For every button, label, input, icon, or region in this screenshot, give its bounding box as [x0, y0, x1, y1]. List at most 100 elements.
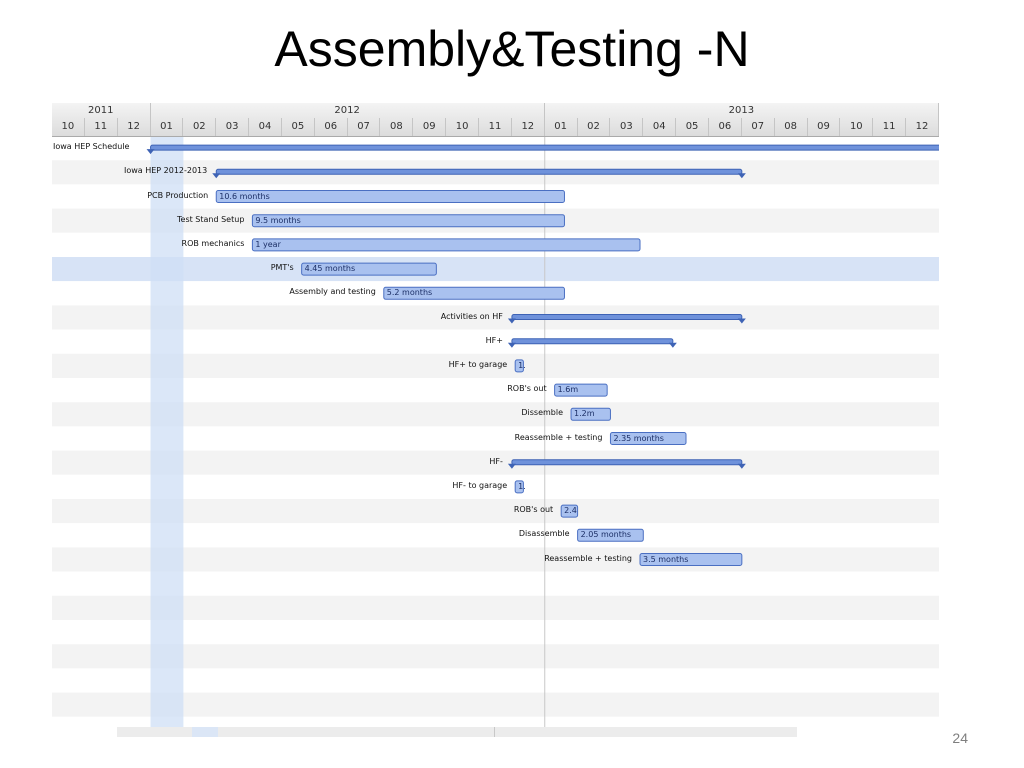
- task-label[interactable]: ROB mechanics: [181, 238, 245, 248]
- task-duration: 1.: [518, 360, 526, 370]
- task-label[interactable]: Reassemble + testing: [514, 432, 603, 442]
- task-label[interactable]: Iowa HEP Schedule: [53, 142, 130, 152]
- summary-end-marker: [507, 342, 516, 348]
- month-label: 12: [118, 118, 151, 136]
- month-label: 07: [742, 118, 775, 136]
- task-bar[interactable]: [639, 553, 743, 566]
- year-label: 2012: [151, 103, 545, 118]
- month-label: 10: [446, 118, 480, 136]
- horizontal-scrollbar[interactable]: [117, 727, 797, 737]
- month-label: 04: [643, 118, 677, 136]
- month-label: 01: [545, 118, 578, 136]
- summary-bar[interactable]: [507, 338, 677, 348]
- month-label: 04: [249, 118, 282, 136]
- grid-row: [52, 595, 939, 620]
- summary-end-marker: [507, 318, 516, 324]
- task-duration: 4.45 months: [304, 264, 356, 274]
- summary-end-marker: [507, 463, 516, 469]
- grid-row: [52, 716, 939, 727]
- task-bar[interactable]: [560, 504, 579, 518]
- task-duration: 9.5 months: [255, 215, 301, 225]
- summary-bar[interactable]: [146, 144, 939, 155]
- grid-row: [52, 353, 939, 378]
- task-bar[interactable]: [251, 214, 565, 228]
- task-bar[interactable]: [514, 359, 524, 373]
- year-label: 2011: [52, 103, 151, 118]
- task-bar[interactable]: [570, 407, 611, 421]
- task-bar[interactable]: [251, 238, 641, 252]
- year-label: 2013: [545, 103, 939, 118]
- grid-row: [52, 257, 939, 282]
- month-label: 02: [183, 118, 217, 136]
- current-month-column: [150, 136, 184, 727]
- task-label[interactable]: PMT's: [270, 263, 294, 273]
- task-bar[interactable]: [383, 286, 565, 300]
- task-bar[interactable]: [554, 383, 608, 397]
- task-label[interactable]: HF+ to garage: [448, 359, 508, 369]
- summary-bar[interactable]: [507, 459, 746, 469]
- task-label[interactable]: Dissemble: [521, 408, 564, 418]
- grid-row: [52, 378, 939, 403]
- grid-row: [52, 547, 939, 572]
- task-duration: 2.4: [564, 506, 577, 516]
- month-label: 10: [52, 118, 85, 136]
- task-bar[interactable]: [609, 432, 687, 445]
- month-label: 10: [840, 118, 874, 136]
- slide-number: 24: [952, 730, 968, 746]
- slide-title: Assembly&Testing -N: [274, 21, 750, 77]
- grid-row: [52, 523, 939, 548]
- grid-row: [52, 426, 939, 451]
- grid-row: [52, 329, 939, 354]
- grid-row: [52, 499, 939, 524]
- grid-row: [52, 692, 939, 717]
- summary-end-marker: [212, 173, 221, 179]
- task-label[interactable]: Activities on HF: [440, 311, 503, 321]
- task-duration: 3.5 months: [643, 554, 689, 564]
- month-label: 12: [512, 118, 545, 136]
- month-label: 07: [348, 118, 381, 136]
- gantt-grid: [52, 136, 939, 727]
- summary-bar[interactable]: [212, 168, 746, 179]
- task-duration: 2.35 months: [613, 433, 664, 443]
- summary-bar[interactable]: [507, 314, 746, 324]
- task-bar[interactable]: [215, 190, 565, 203]
- month-label: 08: [381, 118, 414, 136]
- task-label[interactable]: PCB Production: [147, 190, 209, 200]
- task-label[interactable]: Disassemble: [518, 529, 570, 539]
- month-label: 03: [216, 118, 250, 136]
- month-label: 05: [676, 118, 709, 136]
- month-label: 12: [906, 118, 939, 136]
- task-label[interactable]: ROB's out: [507, 384, 547, 394]
- task-label[interactable]: Test Stand Setup: [177, 214, 245, 224]
- summary-end-marker: [737, 173, 746, 179]
- month-label: 05: [282, 118, 315, 136]
- task-label[interactable]: Iowa HEP 2012-2013: [123, 166, 208, 176]
- summary-end-marker: [737, 318, 746, 324]
- gantt-chart: 2011 2012 2013 10 11 12 01 02 03 04 05 06 07 08 09 10 11…: [52, 103, 939, 727]
- task-duration: 10.6 months: [219, 191, 270, 201]
- grid-row: [52, 450, 939, 475]
- task-label[interactable]: Assembly and testing: [289, 287, 376, 297]
- task-label[interactable]: Reassemble + testing: [544, 553, 633, 563]
- task-label[interactable]: HF+: [485, 335, 503, 345]
- grid-row: [52, 305, 939, 330]
- month-label: 03: [610, 118, 644, 136]
- summary-end-marker: [146, 149, 155, 155]
- task-label[interactable]: HF- to garage: [452, 480, 508, 490]
- month-label: 01: [151, 118, 184, 136]
- month-label: 06: [315, 118, 348, 136]
- task-bar[interactable]: [514, 480, 524, 494]
- grid-row: [52, 620, 939, 645]
- task-duration: 1 year: [255, 239, 281, 249]
- scrollbar-divider: [494, 727, 495, 737]
- task-duration: 5.2 months: [386, 288, 433, 298]
- month-label: 09: [808, 118, 841, 136]
- summary-end-marker: [737, 463, 746, 469]
- task-label[interactable]: ROB's out: [513, 505, 554, 515]
- scrollbar-thumb[interactable]: [192, 727, 218, 737]
- grid-row: [52, 571, 939, 596]
- task-bar[interactable]: [577, 528, 644, 542]
- grid-row: [52, 474, 939, 499]
- task-bar[interactable]: [301, 262, 437, 276]
- task-label[interactable]: HF-: [489, 456, 503, 466]
